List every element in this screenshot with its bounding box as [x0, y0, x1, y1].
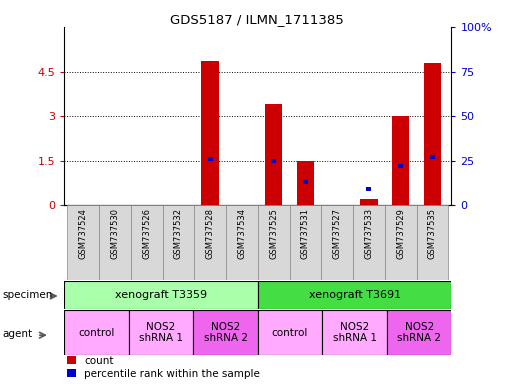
Text: NOS2
shRNA 1: NOS2 shRNA 1: [332, 322, 377, 343]
Bar: [430, 155, 435, 159]
Bar: [366, 187, 371, 191]
Text: NOS2
shRNA 2: NOS2 shRNA 2: [204, 322, 247, 343]
Bar: [226, 205, 258, 280]
Bar: [64, 310, 129, 355]
Bar: [417, 205, 448, 280]
Text: GSM737526: GSM737526: [142, 208, 151, 259]
Bar: [131, 205, 163, 280]
Bar: [258, 281, 451, 309]
Text: specimen: specimen: [3, 290, 53, 300]
Bar: [208, 157, 212, 161]
Text: GSM737534: GSM737534: [238, 208, 246, 259]
Bar: [258, 310, 322, 355]
Bar: [353, 205, 385, 280]
Text: GSM737535: GSM737535: [428, 208, 437, 259]
Text: control: control: [272, 328, 308, 338]
Text: NOS2
shRNA 1: NOS2 shRNA 1: [139, 322, 183, 343]
Text: GSM737531: GSM737531: [301, 208, 310, 259]
Text: GSM737527: GSM737527: [332, 208, 342, 259]
Bar: [129, 310, 193, 355]
Bar: [64, 281, 258, 309]
Text: GSM737530: GSM737530: [110, 208, 120, 259]
Text: xenograft T3691: xenograft T3691: [308, 290, 401, 300]
Bar: [387, 310, 451, 355]
Bar: [360, 199, 378, 205]
Bar: [398, 164, 403, 168]
Bar: [392, 116, 409, 205]
Text: GSM737533: GSM737533: [364, 208, 373, 259]
Bar: [67, 205, 99, 280]
Bar: [163, 205, 194, 280]
Bar: [194, 205, 226, 280]
Bar: [321, 205, 353, 280]
Bar: [385, 205, 417, 280]
Bar: [322, 310, 387, 355]
Text: NOS2
shRNA 2: NOS2 shRNA 2: [397, 322, 441, 343]
Text: agent: agent: [3, 329, 33, 339]
Bar: [289, 205, 321, 280]
Bar: [202, 61, 219, 205]
Bar: [271, 159, 276, 163]
Bar: [99, 205, 131, 280]
Bar: [265, 104, 282, 205]
Bar: [303, 180, 308, 184]
Text: control: control: [78, 328, 114, 338]
Text: GSM737529: GSM737529: [396, 208, 405, 258]
Bar: [258, 205, 289, 280]
Text: GSM737524: GSM737524: [78, 208, 88, 258]
Text: GSM737532: GSM737532: [174, 208, 183, 259]
Text: GDS5187 / ILMN_1711385: GDS5187 / ILMN_1711385: [170, 13, 343, 26]
Text: xenograft T3359: xenograft T3359: [115, 290, 207, 300]
Bar: [424, 63, 441, 205]
Text: GSM737525: GSM737525: [269, 208, 278, 258]
Bar: [297, 161, 314, 205]
Bar: [193, 310, 258, 355]
Text: GSM737528: GSM737528: [206, 208, 214, 259]
Legend: count, percentile rank within the sample: count, percentile rank within the sample: [67, 356, 261, 379]
